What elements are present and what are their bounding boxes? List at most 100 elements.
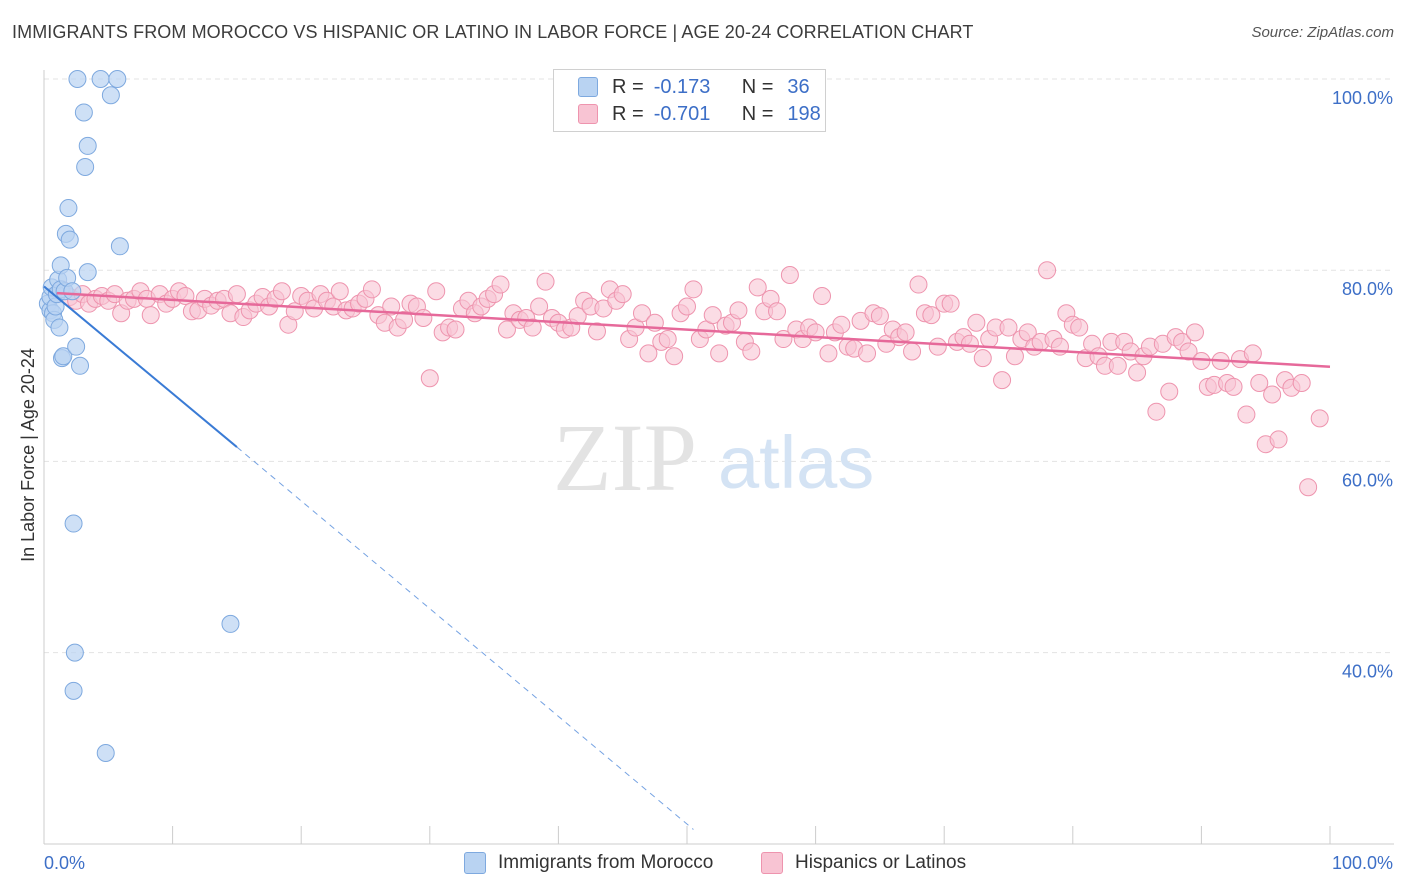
- tick-labels: 40.0% 60.0% 80.0% 100.0% 0.0% 100.0%: [44, 88, 1393, 873]
- series-morocco-points: [38, 70, 240, 762]
- y-tick-label: 80.0%: [1342, 279, 1393, 299]
- point-hispanics: [928, 337, 947, 356]
- point-morocco: [76, 157, 95, 176]
- source-label: Source: ZipAtlas.com: [1251, 24, 1394, 41]
- point-hispanics: [395, 310, 414, 329]
- point-hispanics: [141, 306, 160, 325]
- point-hispanics: [967, 313, 986, 332]
- point-hispanics: [729, 301, 748, 320]
- watermark-atlas: atlas: [718, 421, 874, 504]
- point-hispanics: [1224, 377, 1243, 396]
- point-morocco: [71, 356, 90, 375]
- point-hispanics: [710, 344, 729, 363]
- point-hispanics: [1310, 409, 1329, 428]
- bottom-legend-label-hispanics: Hispanics or Latinos: [795, 852, 967, 873]
- legend-r-label: R =: [612, 75, 644, 98]
- point-hispanics: [1237, 405, 1256, 424]
- legend-n-label: N =: [741, 75, 774, 98]
- point-hispanics: [382, 297, 401, 316]
- legend-row-morocco: R = -0.173 N = 36: [578, 75, 810, 99]
- x-tick-label: 0.0%: [44, 853, 85, 873]
- legend-n-label: N =: [741, 102, 774, 125]
- point-hispanics: [903, 342, 922, 361]
- point-hispanics: [780, 265, 799, 284]
- point-hispanics: [1292, 374, 1311, 393]
- legend-swatch-blue: [578, 77, 598, 97]
- point-hispanics: [1243, 344, 1262, 363]
- point-hispanics: [227, 285, 246, 304]
- point-morocco: [54, 347, 73, 366]
- point-morocco: [50, 318, 69, 337]
- point-hispanics: [536, 272, 555, 291]
- point-hispanics: [1269, 430, 1288, 449]
- point-hispanics: [613, 285, 632, 304]
- point-hispanics: [870, 307, 889, 326]
- point-hispanics: [446, 320, 465, 339]
- point-morocco: [91, 70, 110, 88]
- point-hispanics: [587, 322, 606, 341]
- point-hispanics: [1263, 385, 1282, 404]
- bottom-legend-label-morocco: Immigrants from Morocco: [498, 852, 714, 873]
- point-hispanics: [414, 309, 433, 327]
- watermark: ZIP atlas: [553, 404, 874, 511]
- point-hispanics: [1038, 261, 1057, 280]
- point-morocco: [101, 86, 120, 105]
- legend-n-value: 198: [787, 102, 821, 125]
- point-hispanics: [1070, 318, 1089, 337]
- y-tick-label: 100.0%: [1332, 88, 1393, 108]
- point-hispanics: [658, 330, 677, 349]
- bottom-legend-swatch-blue: [464, 852, 486, 874]
- point-morocco: [108, 70, 127, 88]
- point-hispanics: [768, 302, 787, 321]
- series-hispanics-points: [47, 261, 1329, 497]
- point-hispanics: [941, 294, 960, 313]
- point-hispanics: [1185, 323, 1204, 342]
- bottom-legend-morocco: Immigrants from Morocco: [464, 852, 713, 874]
- point-hispanics: [272, 282, 291, 301]
- point-hispanics: [1128, 363, 1147, 382]
- chart-title: IMMIGRANTS FROM MOROCCO VS HISPANIC OR L…: [12, 22, 974, 42]
- point-morocco: [68, 70, 87, 88]
- point-morocco: [60, 230, 79, 249]
- point-hispanics: [678, 297, 696, 316]
- y-axis-label: In Labor Force | Age 20-24: [18, 348, 38, 562]
- bottom-legend-hispanics: Hispanics or Latinos: [761, 852, 966, 874]
- point-morocco: [74, 103, 93, 122]
- point-morocco: [96, 743, 115, 762]
- point-morocco: [78, 263, 97, 282]
- watermark-zip: ZIP: [553, 404, 697, 511]
- point-morocco: [110, 237, 129, 256]
- legend-n-value: 36: [787, 75, 810, 98]
- point-hispanics: [858, 344, 877, 363]
- point-morocco: [221, 614, 240, 633]
- axes: [43, 70, 1394, 845]
- point-hispanics: [819, 344, 838, 363]
- point-morocco: [67, 337, 86, 356]
- point-morocco: [59, 199, 78, 218]
- point-hispanics: [568, 307, 587, 326]
- point-hispanics: [1192, 352, 1211, 371]
- point-hispanics: [1147, 402, 1166, 421]
- point-hispanics: [832, 315, 851, 334]
- point-hispanics: [491, 275, 510, 294]
- point-morocco: [63, 282, 82, 301]
- point-hispanics: [497, 320, 516, 339]
- point-morocco: [64, 514, 83, 533]
- legend-r-value: -0.173: [653, 75, 711, 98]
- point-hispanics: [330, 282, 349, 301]
- point-hispanics: [896, 323, 915, 342]
- point-hispanics: [639, 344, 658, 363]
- point-hispanics: [1160, 382, 1179, 401]
- point-hispanics: [922, 306, 941, 325]
- point-hispanics: [427, 282, 446, 301]
- y-tick-label: 60.0%: [1342, 470, 1393, 490]
- point-hispanics: [973, 349, 992, 368]
- grid-lines: [44, 78, 1394, 654]
- point-hispanics: [703, 306, 722, 325]
- point-hispanics: [523, 318, 542, 337]
- legend-row-hispanics: R = -0.701 N = 198: [578, 102, 821, 126]
- bottom-legend-swatch-pink: [761, 852, 783, 874]
- x-tick-label: 100.0%: [1332, 853, 1393, 873]
- legend-r-label: R =: [612, 102, 644, 125]
